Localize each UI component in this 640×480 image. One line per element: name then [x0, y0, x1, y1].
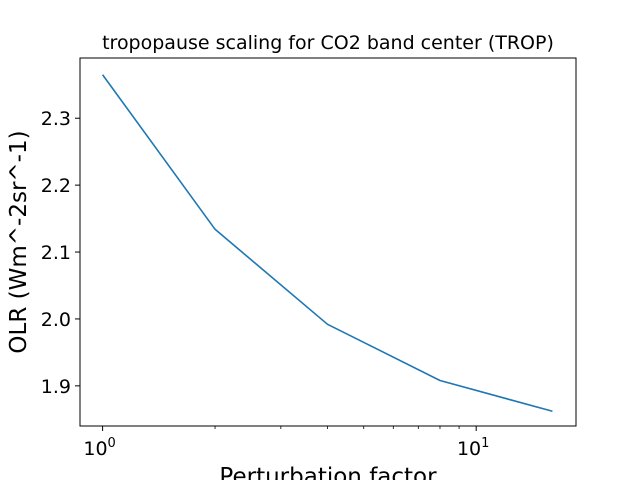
x-tick-exponent: 1 [481, 436, 489, 451]
x-tick-base: 10 [83, 438, 107, 460]
chart-title: tropopause scaling for CO2 band center (… [102, 32, 554, 54]
x-axis-label: Perturbation factor [219, 464, 437, 480]
x-tick-label: 101 [457, 436, 489, 460]
y-tick-label: 2.1 [41, 242, 71, 264]
series-layer [101, 74, 553, 413]
y-tick-label: 2.0 [41, 309, 71, 331]
y-axis-label: OLR (Wm^-2sr^-1) [6, 130, 32, 353]
x-tick-exponent: 0 [108, 436, 116, 451]
series-line-0 [101, 74, 553, 413]
y-tick-label: 2.2 [41, 175, 71, 197]
y-tick-label: 1.9 [41, 376, 71, 398]
y-tick-label: 2.3 [41, 108, 71, 130]
x-tick-label: 100 [83, 436, 115, 460]
x-tick-base: 10 [457, 438, 481, 460]
plot-frame [79, 57, 577, 427]
